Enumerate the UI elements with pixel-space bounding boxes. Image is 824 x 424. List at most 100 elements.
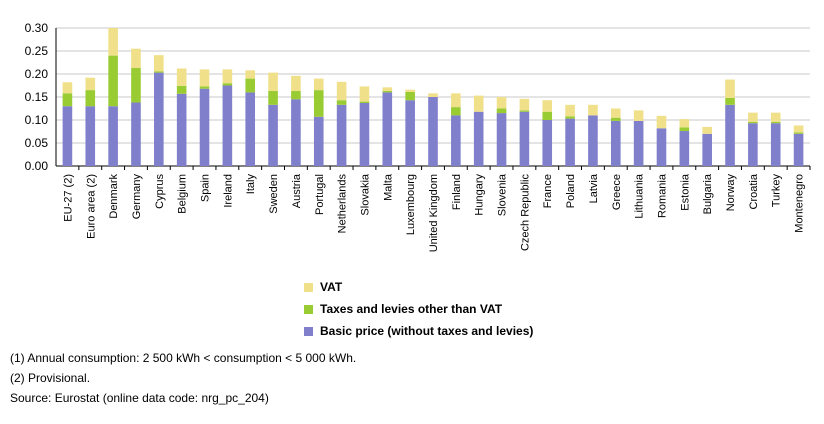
bar-segment-other-taxes: [291, 91, 301, 100]
bar-segment-basic: [428, 97, 438, 166]
legend-label-other-taxes: Taxes and levies other than VAT: [320, 302, 503, 316]
x-tick-label: Malta: [382, 173, 394, 201]
bar-segment-vat: [451, 93, 461, 108]
footnote-1: (1) Annual consumption: 2 500 kWh < cons…: [10, 351, 357, 365]
x-tick-label: Ireland: [222, 174, 234, 208]
x-tick-label: Hungary: [474, 174, 486, 216]
bar-segment-vat: [656, 115, 667, 129]
bar-segment-basic: [85, 106, 96, 166]
bar-segment-other-taxes: [131, 68, 141, 103]
bar-segment-basic: [336, 104, 347, 166]
x-tick-label: Spain: [200, 174, 212, 202]
bar-segment-other-taxes: [245, 78, 256, 93]
bar-segment-basic: [610, 120, 621, 166]
x-tick-label: Italy: [245, 174, 257, 195]
bar-segment-vat: [154, 55, 164, 72]
bar-segment-basic: [359, 102, 370, 166]
y-tick-label: 0.05: [25, 136, 49, 150]
x-tick-label: Euro area (2): [85, 174, 97, 239]
bar-segment-other-taxes: [382, 91, 393, 93]
bar-segment-basic: [451, 115, 461, 166]
x-tick-label: Lithuania: [634, 173, 646, 219]
bar-segment-other-taxes: [519, 110, 530, 112]
chart-notes: (1) Annual consumption: 2 500 kWh < cons…: [10, 348, 356, 408]
bar-segment-basic: [291, 99, 301, 166]
bar-segment-other-taxes: [85, 90, 96, 107]
bar-segment-other-taxes: [405, 91, 415, 101]
x-tick-label: France: [542, 174, 554, 208]
bar-segment-vat: [610, 108, 621, 118]
x-tick-label: Sweden: [268, 174, 280, 214]
bar-segment-basic: [222, 85, 233, 166]
source-note: Source: Eurostat (online data code: nrg_…: [10, 391, 269, 405]
bar-segment-vat: [131, 48, 141, 69]
bar-segment-vat: [108, 28, 118, 56]
bar-segment-basic: [176, 93, 187, 166]
bar-segment-basic: [542, 120, 553, 166]
x-tick-label: Netherlands: [337, 174, 349, 234]
bar-segment-basic: [633, 120, 644, 166]
bar-segment-vat: [565, 104, 575, 117]
bar-segment-basic: [382, 92, 393, 166]
bar-segment-vat: [748, 112, 758, 122]
bar-segment-basic: [793, 133, 804, 166]
bar-segment-vat: [725, 79, 735, 98]
y-tick-label: 0.15: [25, 90, 49, 104]
legend-swatch-other-taxes: [304, 304, 313, 314]
bar-segment-other-taxes: [542, 111, 553, 120]
bar-segment-vat: [588, 104, 598, 116]
bar-segment-other-taxes: [313, 90, 324, 117]
bar-segment-other-taxes: [268, 91, 278, 105]
bar-segment-other-taxes: [725, 97, 735, 105]
x-tick-label: Romania: [656, 173, 668, 218]
bar-segment-basic: [154, 72, 164, 166]
stacked-bar-chart: 0.00 0.05 0.10 0.15 0.20 0.25 0.30 EU-27 (2) Eur…: [25, 21, 811, 252]
x-tick-label: Cyprus: [154, 174, 166, 209]
bar-segment-vat: [633, 110, 644, 121]
bar-segment-vat: [222, 69, 233, 84]
bar-segment-basic: [770, 123, 781, 166]
legend-label-vat: VAT: [320, 280, 343, 294]
bar-segment-vat: [291, 75, 301, 92]
x-tick-label: Portugal: [314, 174, 326, 215]
bar-segment-other-taxes: [565, 116, 575, 119]
bar-segment-basic: [656, 128, 667, 166]
bar-segment-other-taxes: [679, 127, 690, 132]
legend-swatch-basic-price: [304, 326, 313, 336]
bar-segment-vat: [405, 89, 415, 92]
bar-segment-other-taxes: [176, 85, 187, 94]
bar-segment-vat: [359, 86, 370, 102]
bar-segment-other-taxes: [199, 86, 210, 89]
bar-segment-vat: [313, 78, 324, 91]
bar-segment-basic: [565, 118, 575, 166]
bar-segment-basic: [131, 102, 141, 166]
bar-segment-vat: [519, 98, 530, 111]
bar-segment-basic: [245, 92, 256, 166]
y-tick-label: 0.30: [25, 21, 49, 35]
x-tick-label: Croatia: [748, 173, 760, 209]
bar-segment-basic: [62, 106, 73, 166]
bar-segment-other-taxes: [154, 71, 164, 73]
bar-segment-other-taxes: [793, 132, 804, 134]
y-tick-label: 0.20: [25, 67, 49, 81]
bar-segment-basic: [108, 106, 118, 166]
x-tick-label: Finland: [451, 174, 463, 210]
x-tick-label: Norway: [725, 174, 737, 212]
bar-segment-basic: [588, 115, 598, 166]
bar-segment-basic: [313, 116, 324, 166]
x-tick-label: Montenegro: [794, 174, 806, 233]
legend-label-basic-price: Basic price (without taxes and levies): [320, 324, 534, 338]
x-tick-label: EU-27 (2): [62, 174, 74, 222]
x-tick-label: Bulgaria: [702, 173, 714, 214]
bar-segment-basic: [199, 88, 210, 166]
legend-item-vat: VAT: [304, 276, 533, 298]
bar-segment-vat: [542, 100, 553, 112]
x-tick-label: Estonia: [679, 173, 691, 211]
x-tick-label: Denmark: [108, 174, 120, 219]
legend-item-basic-price: Basic price (without taxes and levies): [304, 320, 533, 342]
bar-segment-basic: [679, 131, 690, 166]
bar-segment-vat: [176, 68, 187, 86]
bar-segment-basic: [519, 111, 530, 166]
x-tick-label: Turkey: [771, 174, 783, 208]
x-tick-label: Poland: [565, 174, 577, 208]
